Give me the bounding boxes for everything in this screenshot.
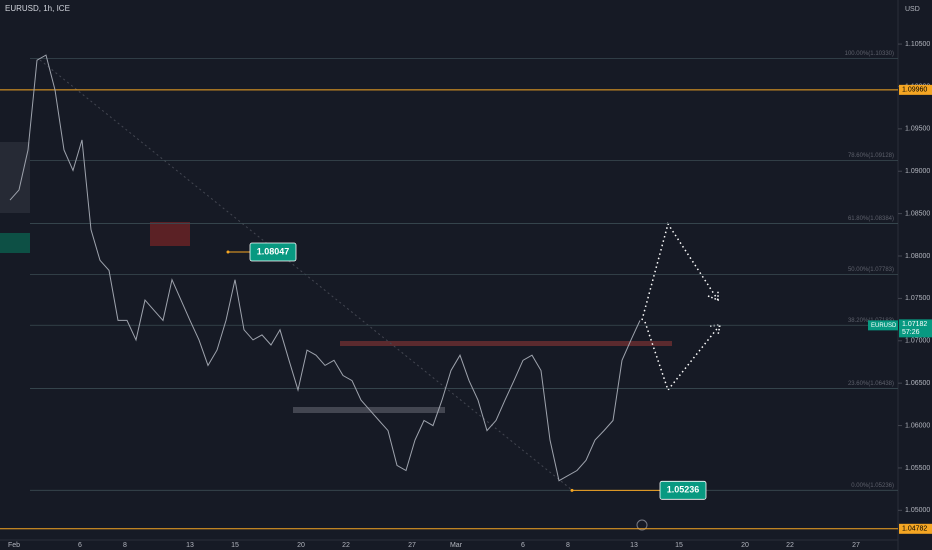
y-tick-label: 1.06500 [905,380,930,387]
x-tick-label: 22 [342,542,350,549]
fib-label: 78.60%(1.09128) [848,153,894,159]
x-tick-label: 13 [186,542,194,549]
price-tag-label: 1.09960 [902,87,927,94]
callout-box [249,242,297,262]
zone-box [150,222,190,246]
price-line-series [9,54,641,482]
x-tick-label: 20 [297,542,305,549]
x-tick-label: 27 [852,542,860,549]
x-tick-label: 15 [675,542,683,549]
x-tick-label: 13 [630,542,638,549]
projection [641,222,719,321]
x-tick-label: 20 [741,542,749,549]
fib-label: 100.00%(1.10330) [845,51,894,57]
x-tick-label: 6 [521,542,525,549]
price-tag-label: 1.04782 [902,526,927,533]
y-tick-label: 1.08500 [905,210,930,217]
x-tick-label: Mar [450,542,463,549]
y-tick-label: 1.06000 [905,422,930,429]
x-tick-label: 8 [123,542,127,549]
zone-band [293,407,445,413]
zone-box [0,142,30,213]
fib-label: 23.60%(1.06438) [848,381,894,387]
callout-box [659,480,707,500]
fib-label: 61.80%(1.08384) [848,216,894,222]
current-symbol: EURUSD [871,323,897,329]
y-tick-label: 1.08000 [905,253,930,260]
y-tick-label: 1.07000 [905,338,930,345]
x-tick-label: 8 [566,542,570,549]
callout-point [226,250,230,254]
symbol-title: EURUSD, 1h, ICE [5,4,70,13]
y-tick-label: 1.09500 [905,126,930,133]
arrow-head [707,290,719,302]
y-tick-label: 1.07500 [905,295,930,302]
x-tick-label: 6 [78,542,82,549]
callout-label: 1.08047 [257,246,290,256]
fib-label: 0.00%(1.05236) [851,483,894,489]
currency: USD [905,6,920,13]
x-tick-label: 22 [786,542,794,549]
callout-label: 1.05236 [667,485,700,495]
fib-label: 50.00%(1.07783) [848,267,894,273]
current-price: 1.07182 [902,321,927,328]
y-tick-label: 1.05500 [905,465,930,472]
zone-box [0,233,30,253]
y-tick-label: 1.09000 [905,168,930,175]
x-tick-label: 27 [408,542,416,549]
price-tag [899,523,932,534]
countdown: 57:26 [902,329,920,336]
callout-point [570,488,574,492]
x-tick-label: Feb [8,542,20,549]
lightning-icon[interactable] [636,519,648,531]
price-tag [899,84,932,95]
current-price-marker [868,320,898,331]
y-tick-label: 1.10500 [905,41,930,48]
projection [644,321,721,392]
current-price-tag [899,319,932,338]
y-tick-label: 1.05000 [905,507,930,514]
x-tick-label: 15 [231,542,239,549]
zone-band [340,341,672,346]
